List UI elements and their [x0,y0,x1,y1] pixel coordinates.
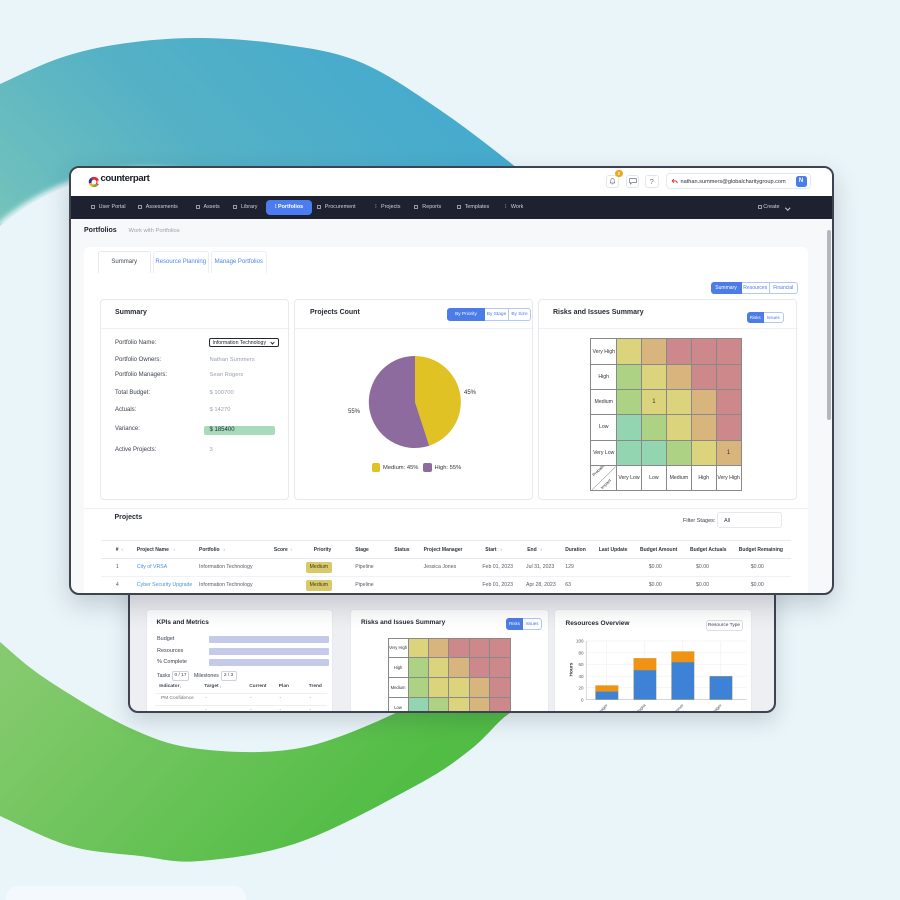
svg-text:Probability: Probability [592,466,610,477]
svg-text:Technologist: Technologist [626,702,647,713]
svg-text:0: 0 [580,697,583,702]
svg-text:Manager: Manager [707,702,723,713]
svg-text:Impact: Impact [600,477,613,490]
svg-text:100: 100 [575,638,583,643]
svg-text:40: 40 [578,673,584,678]
svg-text:Programmer: Programmer [664,702,684,713]
svg-text:20: 20 [578,685,584,690]
svg-text:Hours: Hours [568,662,574,676]
svg-text:80: 80 [578,650,584,655]
svg-text:Manager: Manager [593,702,609,713]
svg-text:60: 60 [578,662,584,667]
